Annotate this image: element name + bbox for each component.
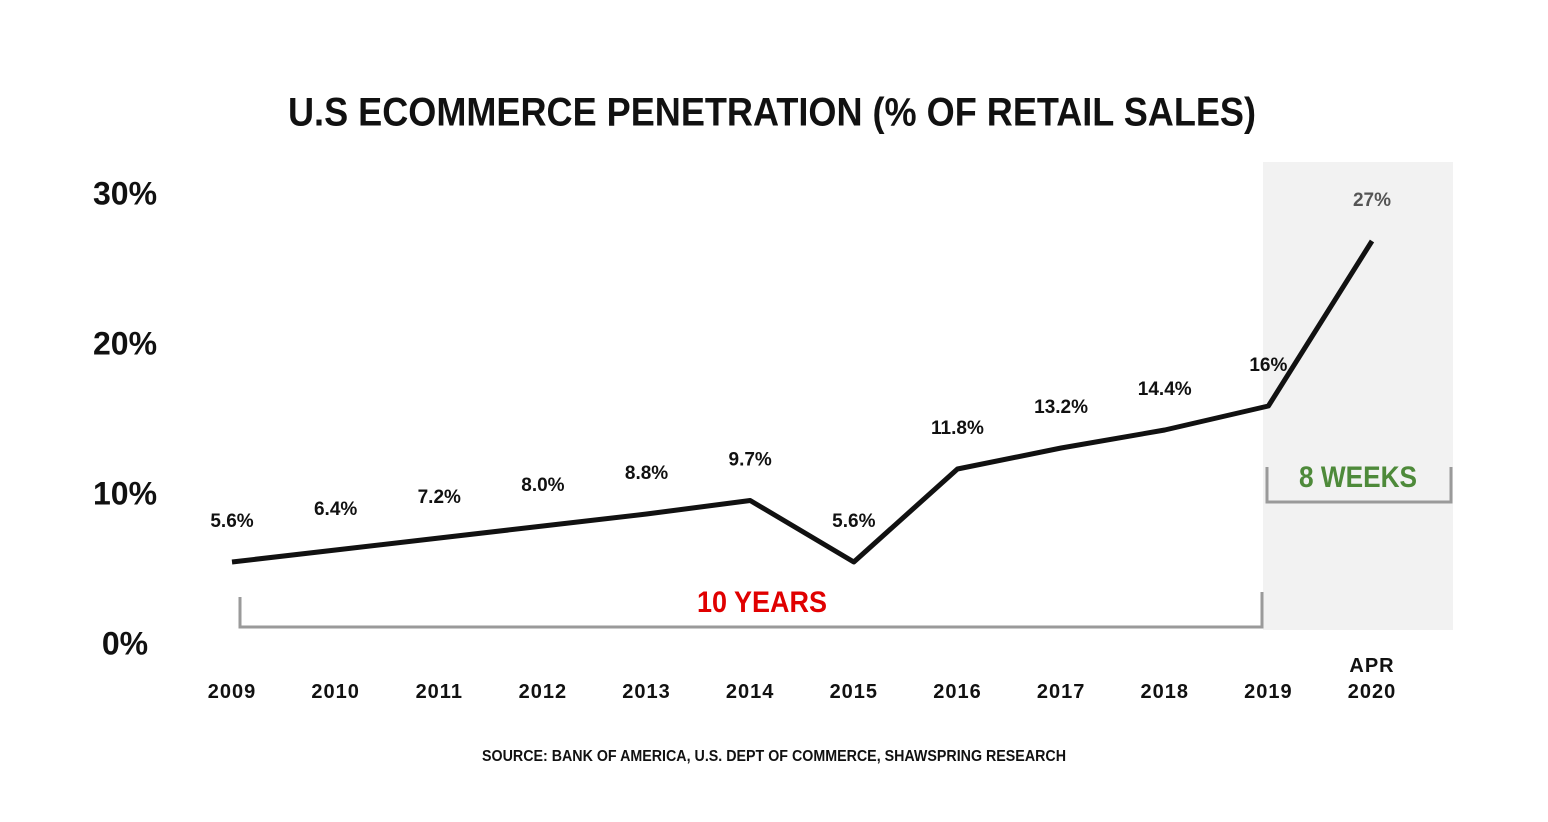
data-label: 9.7% (729, 450, 772, 471)
x-tick-label: 2017 (1036, 681, 1086, 703)
data-label: 6.4% (314, 499, 357, 520)
data-label: 11.8% (931, 418, 984, 439)
source: SOURCE: BANK OF AMERICA, U.S. DEPT OF CO… (482, 748, 1066, 765)
years-bracket (238, 592, 1264, 629)
x-tick-label: 2015 (829, 681, 879, 703)
x-tick-label: 2009 (207, 681, 257, 703)
x-tick-label: 2014 (725, 681, 775, 703)
chart-title: U.S ECOMMERCE PENETRATION (% OF RETAIL S… (288, 91, 1256, 135)
y-tick-label: 0% (102, 625, 148, 661)
x-tick-label: 2011 (415, 681, 463, 703)
weeks-bracket (1265, 467, 1453, 504)
annotation: 10 YEARS (697, 586, 827, 619)
highlight-region (1263, 162, 1453, 630)
data-label: 8.8% (625, 463, 668, 484)
x-tick-label: 2018 (1140, 681, 1189, 703)
data-label: 5.6% (210, 511, 253, 532)
line (231, 239, 1375, 565)
x-tick-label: 2012 (518, 681, 568, 703)
data-label: 27% (1353, 190, 1391, 211)
x-tick-label: APR 2020 (1347, 655, 1397, 703)
data-label: 14.4% (1138, 379, 1192, 400)
data-label: 16% (1249, 355, 1287, 376)
x-tick-label: 2010 (311, 681, 360, 703)
data-label: 5.6% (832, 511, 875, 532)
y-tick-label: 20% (93, 325, 157, 361)
y-tick-label: 30% (93, 175, 157, 211)
x-tick-label: 2016 (933, 681, 982, 703)
data-label: 13.2% (1034, 397, 1088, 418)
y-tick-label: 10% (93, 475, 157, 511)
annotation: 8 WEEKS (1299, 461, 1417, 494)
data-label: 7.2% (418, 487, 461, 508)
data-label: 8.0% (521, 475, 564, 496)
x-tick-label: 2013 (622, 681, 671, 703)
x-tick-label: 2019 (1244, 681, 1293, 703)
